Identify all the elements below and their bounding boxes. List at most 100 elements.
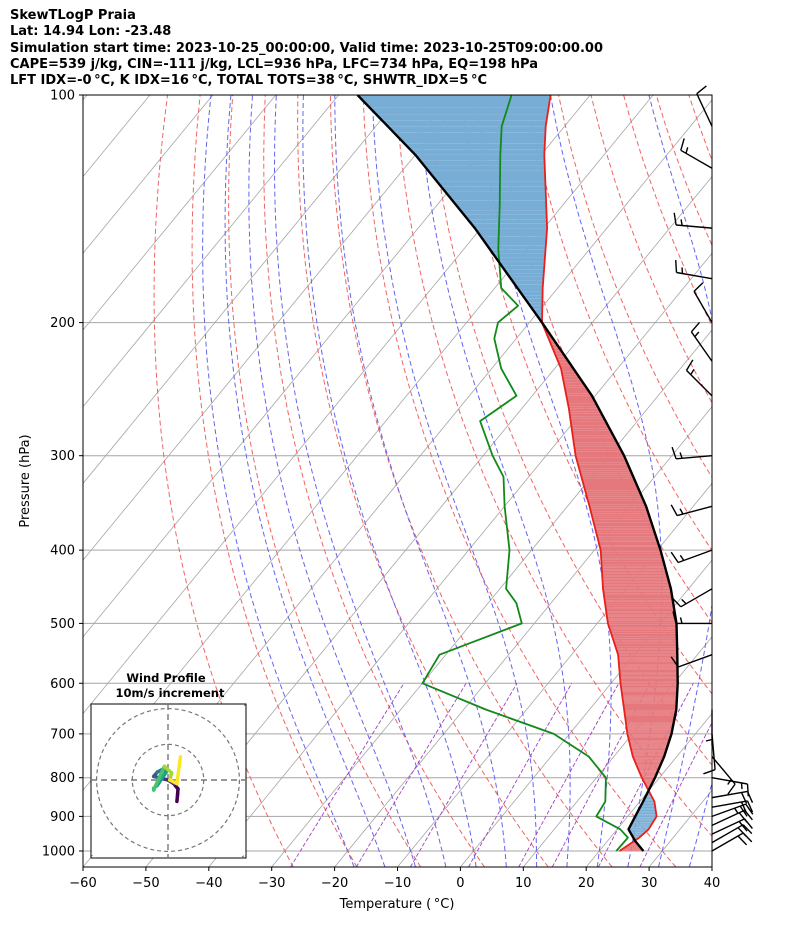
cin-area	[632, 836, 641, 837]
cape-area	[624, 713, 676, 715]
hodograph-segment	[155, 770, 168, 788]
cape-area	[607, 620, 677, 623]
cape-area	[616, 649, 678, 652]
cape-area	[612, 636, 677, 638]
wind-barb	[711, 790, 754, 804]
cape-area	[642, 778, 655, 780]
cape-area	[605, 603, 674, 605]
cape-area	[625, 846, 641, 847]
cin-area	[512, 280, 544, 285]
cin-area	[633, 818, 656, 820]
cape-area	[619, 671, 678, 673]
x-tick-label: −20	[321, 876, 348, 891]
barb-staff	[680, 588, 713, 608]
cape-area	[581, 476, 635, 479]
x-tick-label: −60	[69, 876, 96, 891]
cape-area	[621, 690, 678, 692]
cape-area	[588, 502, 646, 505]
dry-adiabat-line	[153, 95, 294, 867]
cape-area	[591, 515, 650, 518]
cape-area	[624, 709, 677, 711]
barb-half-flag	[681, 598, 687, 605]
cape-area	[628, 738, 670, 740]
cape-area	[628, 736, 671, 738]
cin-area	[484, 241, 547, 246]
cape-area	[561, 371, 578, 375]
cin-area	[636, 812, 657, 814]
cape-area	[600, 548, 661, 551]
cape-area	[563, 379, 583, 383]
cin-area	[633, 819, 655, 820]
cape-area	[575, 453, 625, 456]
cin-area	[436, 181, 546, 187]
cape-area	[619, 669, 678, 671]
moist-adiabat-line	[202, 95, 355, 867]
cin-area	[638, 810, 656, 812]
cin-area	[428, 170, 546, 176]
cin-area	[631, 834, 643, 836]
cin-area	[644, 797, 653, 799]
cape-area	[629, 743, 669, 744]
dry-adiabat-line	[787, 95, 794, 867]
isotherm-line	[83, 95, 277, 331]
cape-area	[621, 693, 678, 694]
y-axis-label: Pressure (hPa)	[18, 434, 33, 527]
isotherm-line	[83, 95, 465, 561]
cape-area	[637, 767, 660, 769]
isotherm-line	[83, 95, 528, 638]
cape-area	[605, 604, 674, 606]
wind-barb	[675, 260, 713, 280]
cape-area	[601, 569, 666, 571]
cin-area	[424, 165, 545, 171]
cin-area	[638, 809, 656, 810]
cape-area	[633, 758, 664, 760]
cin-area	[393, 132, 546, 138]
cape-area	[623, 702, 677, 704]
moist-adiabat-line	[475, 95, 612, 867]
cape-area	[623, 707, 677, 709]
cape-area	[575, 451, 623, 454]
cape-area	[570, 421, 607, 424]
barb-half-flag	[679, 617, 683, 624]
x-axis-ticks: −60 −50 −40 −30 −20 −10 0 10 20 30 40	[69, 867, 720, 891]
cape-area	[571, 428, 611, 431]
cin-area	[440, 186, 546, 192]
cape-area	[614, 642, 677, 644]
cin-area	[477, 232, 547, 237]
cape-area	[639, 771, 658, 773]
cape-cin-shading	[357, 95, 678, 851]
cin-area	[509, 276, 544, 281]
cape-area	[569, 413, 603, 417]
cape-area	[627, 731, 672, 732]
dry-adiabat-line	[721, 95, 794, 867]
cape-area	[577, 462, 628, 465]
cape-area	[620, 849, 643, 851]
cape-area	[627, 735, 671, 737]
cape-area	[631, 752, 666, 753]
barb-half-flag	[740, 782, 743, 790]
cape-area	[622, 696, 677, 698]
cape-area	[624, 712, 676, 714]
cape-area	[620, 680, 678, 682]
cape-area	[562, 374, 580, 377]
cape-area	[607, 618, 676, 620]
cape-area	[566, 398, 595, 401]
cin-area	[633, 820, 655, 821]
cin-area	[520, 291, 543, 296]
barb-flag	[727, 783, 736, 795]
dry-adiabat-line	[329, 95, 613, 867]
cape-area	[620, 686, 678, 688]
cin-area	[630, 832, 645, 834]
cape-area	[599, 546, 660, 549]
cape-area	[602, 581, 670, 583]
cape-area	[564, 387, 589, 391]
barb-flag	[690, 321, 701, 333]
cape-area	[618, 660, 678, 662]
cin-area	[381, 120, 547, 127]
cin-area	[495, 257, 545, 262]
barb-flag	[670, 656, 679, 668]
y-tick-label: 800	[50, 771, 75, 786]
cape-area	[578, 466, 630, 469]
cape-area	[623, 703, 677, 705]
